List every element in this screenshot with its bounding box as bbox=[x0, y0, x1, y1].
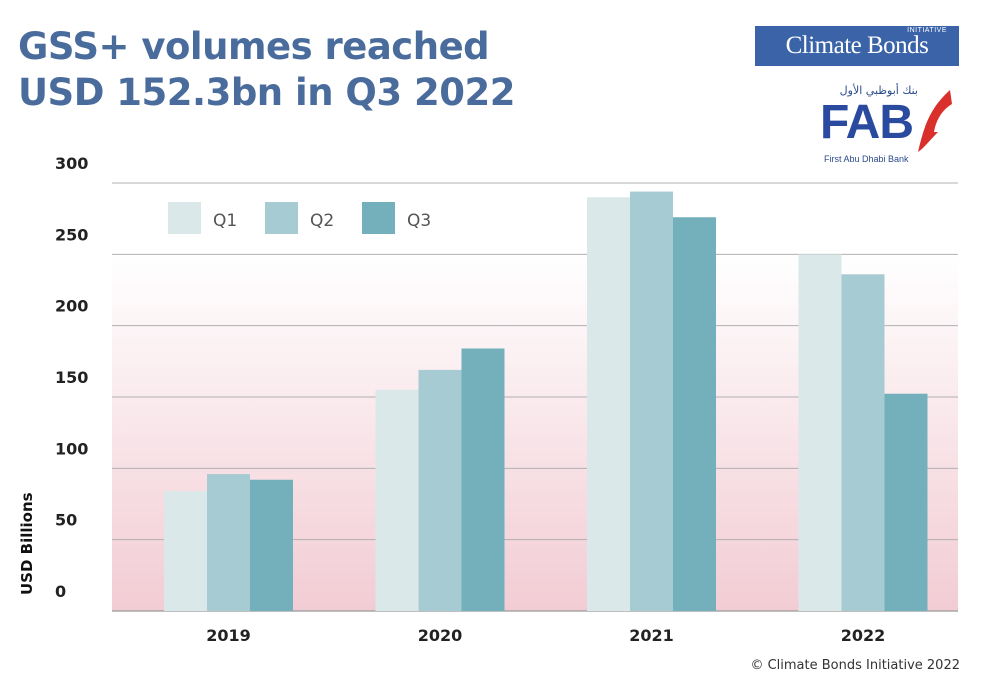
bar-q3-2020 bbox=[461, 348, 505, 611]
x-category-label: 2022 bbox=[841, 626, 886, 645]
y-tick-label: 200 bbox=[55, 297, 88, 316]
title-line-2: USD 152.3bn in Q3 2022 bbox=[18, 71, 516, 114]
fab-mark-icon bbox=[918, 90, 952, 152]
fab-subtitle: First Abu Dhabi Bank bbox=[824, 154, 909, 164]
bar-q3-2022 bbox=[884, 393, 928, 611]
bar-q1-2022 bbox=[798, 254, 842, 612]
bar-q1-2019 bbox=[164, 491, 207, 611]
bar-q2-2019 bbox=[207, 474, 250, 611]
legend-label-q3: Q3 bbox=[407, 211, 431, 231]
x-category-label: 2021 bbox=[629, 626, 674, 645]
y-tick-label: 0 bbox=[55, 582, 66, 601]
bar-q2-2021 bbox=[630, 191, 673, 611]
fab-logo: بنك أبوظبي الأول FAB First Abu Dhabi Ban… bbox=[818, 84, 968, 174]
bar-q3-2021 bbox=[673, 217, 716, 612]
y-tick-label: 250 bbox=[55, 225, 88, 244]
bar-q1-2021 bbox=[587, 197, 630, 611]
legend-swatch-q3 bbox=[362, 202, 395, 234]
x-axis-categories: 2019 2020 2021 2022 bbox=[206, 626, 885, 645]
chart-title: GSS+ volumes reached USD 152.3bn in Q3 2… bbox=[18, 24, 658, 116]
y-axis-label: USD Billions bbox=[18, 492, 36, 595]
y-tick-label: 150 bbox=[55, 368, 88, 387]
legend-label-q1: Q1 bbox=[213, 211, 237, 231]
bar-q3-2019 bbox=[250, 479, 293, 611]
fab-letters: FAB bbox=[820, 96, 914, 149]
y-tick-label: 50 bbox=[55, 511, 77, 530]
title-line-1: GSS+ volumes reached bbox=[18, 25, 490, 68]
bar-q2-2022 bbox=[841, 274, 885, 611]
bar-q1-2020 bbox=[375, 389, 419, 611]
legend-swatch-q2 bbox=[265, 202, 298, 234]
cbi-initiative-text: INITIATIVE bbox=[907, 27, 947, 34]
cbi-logo-text: Climate Bonds bbox=[785, 32, 929, 59]
climate-bonds-logo: INITIATIVE Climate Bonds bbox=[755, 26, 959, 66]
x-category-label: 2020 bbox=[418, 626, 463, 645]
bar-q2-2020 bbox=[418, 369, 462, 611]
legend-swatch-q1 bbox=[168, 202, 201, 234]
y-tick-label: 100 bbox=[55, 439, 88, 458]
legend: Q1 Q2 Q3 bbox=[168, 202, 431, 234]
y-axis-ticks: 0 50 100 150 200 250 300 bbox=[55, 154, 88, 601]
legend-label-q2: Q2 bbox=[310, 211, 334, 231]
fab-arabic-text: بنك أبوظبي الأول bbox=[839, 84, 918, 97]
bars bbox=[164, 191, 928, 612]
x-category-label: 2019 bbox=[206, 626, 251, 645]
copyright-credit: © Climate Bonds Initiative 2022 bbox=[750, 658, 960, 673]
y-tick-label: 300 bbox=[55, 154, 88, 173]
